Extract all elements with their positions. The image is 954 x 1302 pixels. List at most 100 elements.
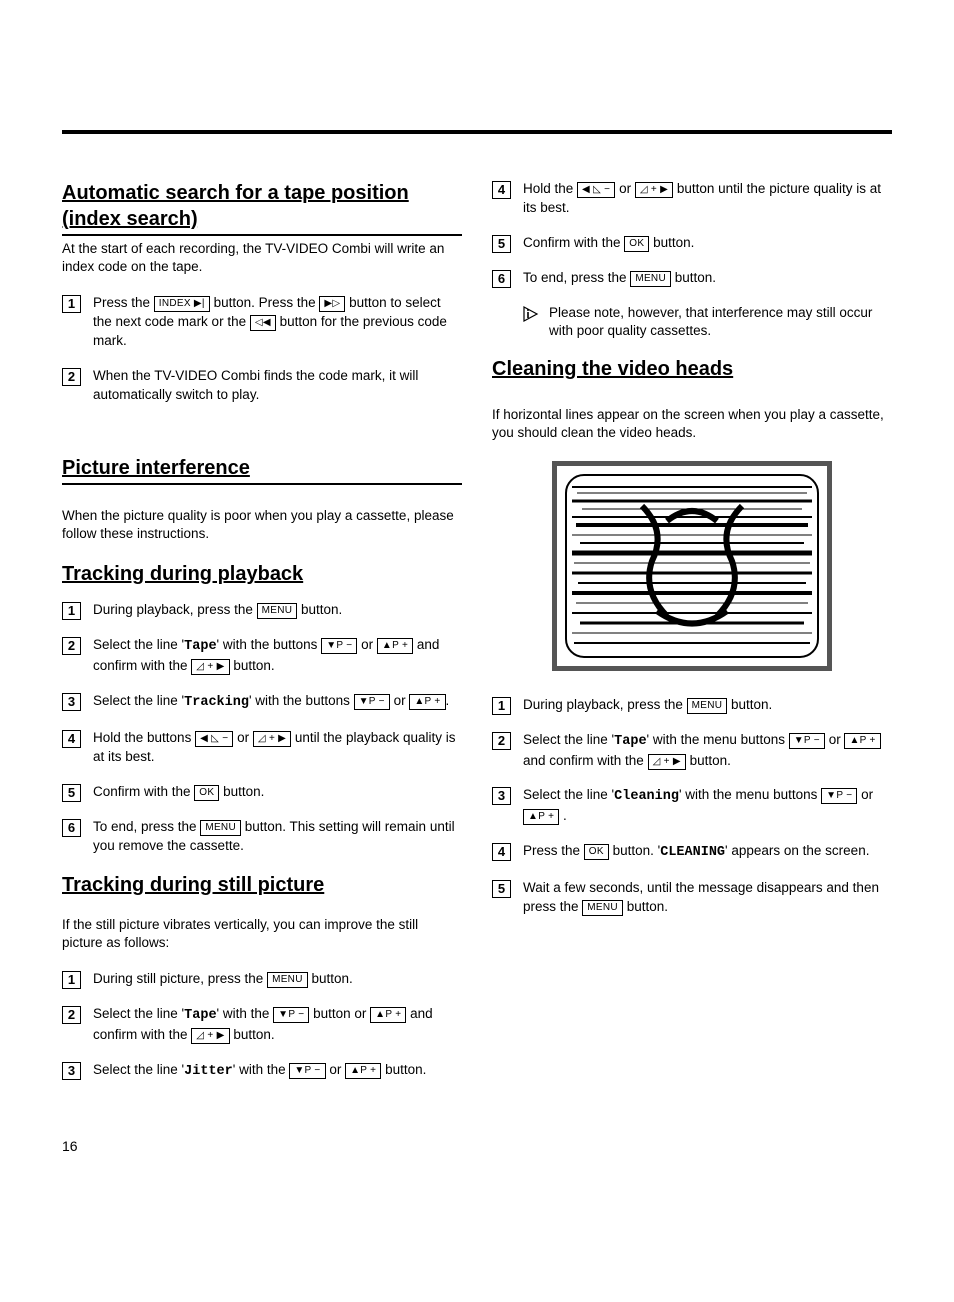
step-text: Hold the buttons ◀ ◺ − or ◿ + ▶ until th…	[93, 729, 462, 767]
steps-jitter: 1 During still picture, press the MENU b…	[62, 970, 462, 1082]
pdown-button-icon: ▼P −	[321, 638, 357, 654]
step-number: 5	[492, 880, 511, 898]
step: 5 Wait a few seconds, until the message …	[492, 879, 892, 917]
pup-button-icon: ▲P +	[844, 733, 880, 749]
step: 3 Select the line 'Jitter' with the ▼P −…	[62, 1061, 462, 1082]
step-number: 4	[492, 843, 511, 861]
step-text: Select the line 'Tape' with the ▼P − but…	[93, 1005, 462, 1045]
step-text: Press the INDEX ▶| button. Press the ▶▷ …	[93, 294, 462, 351]
menu-button-icon: MENU	[267, 972, 308, 988]
interference-screen-illustration	[552, 461, 832, 674]
pdown-button-icon: ▼P −	[354, 694, 390, 710]
index-button-icon: INDEX ▶|	[154, 296, 210, 312]
page: Automatic search for a tape position (in…	[0, 0, 954, 1194]
ok-button-icon: OK	[194, 785, 219, 801]
step: 5 Confirm with the OK button.	[62, 783, 462, 802]
steps-cleaning: 1 During playback, press the MENU button…	[492, 696, 892, 917]
two-column-layout: Automatic search for a tape position (in…	[62, 180, 892, 1098]
step-number: 1	[492, 697, 511, 715]
pup-button-icon: ▲P +	[523, 809, 559, 825]
step: 1 During playback, press the MENU button…	[492, 696, 892, 715]
step-number: 4	[62, 730, 81, 748]
intro-still: If the still picture vibrates vertically…	[62, 916, 462, 952]
step-number: 6	[62, 819, 81, 837]
ffwd-button-icon: ▶▷	[319, 296, 345, 312]
right-button-icon: ◿ + ▶	[253, 731, 291, 747]
top-rule	[62, 130, 892, 134]
heading-tracking-playback: Tracking during playback	[62, 561, 462, 587]
step-text: When the TV-VIDEO Combi finds the code m…	[93, 367, 462, 405]
right-button-icon: ◿ + ▶	[635, 182, 673, 198]
menu-button-icon: MENU	[630, 271, 671, 287]
steps-jitter-continued: 4 Hold the ◀ ◺ − or ◿ + ▶ button until t…	[492, 180, 892, 288]
menu-button-icon: MENU	[200, 820, 241, 836]
step: 4 Hold the ◀ ◺ − or ◿ + ▶ button until t…	[492, 180, 892, 218]
rew-button-icon: ◁◀	[250, 315, 276, 331]
menu-button-icon: MENU	[687, 698, 728, 714]
interference-note: Please note, however, that interference …	[523, 304, 892, 340]
step-text: During still picture, press the MENU but…	[93, 970, 462, 989]
ok-button-icon: OK	[624, 236, 649, 252]
step: 3 Select the line 'Cleaning' with the me…	[492, 786, 892, 826]
step-number: 1	[62, 295, 81, 313]
pup-button-icon: ▲P +	[377, 638, 413, 654]
step-text: Select the line 'Tape' with the menu but…	[523, 731, 892, 771]
pdown-button-icon: ▼P −	[289, 1063, 325, 1079]
step-text: Select the line 'Tracking' with the butt…	[93, 692, 462, 713]
step-number: 2	[62, 368, 81, 386]
step-text: During playback, press the MENU button.	[93, 601, 462, 620]
page-number: 16	[62, 1138, 892, 1154]
menu-button-icon: MENU	[257, 603, 298, 619]
step-text: To end, press the MENU button. This sett…	[93, 818, 462, 856]
step-number: 3	[62, 693, 81, 711]
pdown-button-icon: ▼P −	[789, 733, 825, 749]
step-text: Wait a few seconds, until the message di…	[523, 879, 892, 917]
right-button-icon: ◿ + ▶	[191, 1028, 229, 1044]
step-number: 5	[492, 235, 511, 253]
steps-index: 1 Press the INDEX ▶| button. Press the ▶…	[62, 294, 462, 404]
intro-cleaning: If horizontal lines appear on the screen…	[492, 406, 892, 442]
pdown-button-icon: ▼P −	[821, 788, 857, 804]
pup-button-icon: ▲P +	[370, 1007, 406, 1023]
step-text: Select the line 'Jitter' with the ▼P − o…	[93, 1061, 462, 1082]
step: 2 Select the line 'Tape' with the ▼P − b…	[62, 1005, 462, 1045]
ok-button-icon: OK	[584, 844, 609, 860]
step: 4 Press the OK button. 'CLEANING' appear…	[492, 842, 892, 863]
left-button-icon: ◀ ◺ −	[577, 182, 615, 198]
steps-tracking: 1 During playback, press the MENU button…	[62, 601, 462, 855]
step-text: Confirm with the OK button.	[93, 783, 462, 802]
menu-button-icon: MENU	[582, 900, 623, 916]
step: 1 Press the INDEX ▶| button. Press the ▶…	[62, 294, 462, 351]
pup-button-icon: ▲P +	[345, 1063, 381, 1079]
step: 1 During still picture, press the MENU b…	[62, 970, 462, 989]
info-icon	[523, 305, 541, 323]
step: 4 Hold the buttons ◀ ◺ − or ◿ + ▶ until …	[62, 729, 462, 767]
step-number: 1	[62, 602, 81, 620]
step-text: Hold the ◀ ◺ − or ◿ + ▶ button until the…	[523, 180, 892, 218]
step-number: 3	[62, 1062, 81, 1080]
right-button-icon: ◿ + ▶	[648, 754, 686, 770]
right-button-icon: ◿ + ▶	[191, 659, 229, 675]
step-text: Press the OK button. 'CLEANING' appears …	[523, 842, 892, 863]
intro-index: At the start of each recording, the TV-V…	[62, 240, 462, 276]
left-button-icon: ◀ ◺ −	[195, 731, 233, 747]
step-text: Confirm with the OK button.	[523, 234, 892, 253]
heading-index-search: Automatic search for a tape position (in…	[62, 180, 462, 236]
left-column: Automatic search for a tape position (in…	[62, 180, 462, 1098]
intro-interference: When the picture quality is poor when yo…	[62, 507, 462, 543]
step: 2 Select the line 'Tape' with the menu b…	[492, 731, 892, 771]
step-number: 5	[62, 784, 81, 802]
step-number: 3	[492, 787, 511, 805]
step: 6 To end, press the MENU button.	[492, 269, 892, 288]
heading-cleaning: Cleaning the video heads	[492, 356, 892, 382]
pup-button-icon: ▲P +	[409, 694, 445, 710]
heading-picture-interference: Picture interference	[62, 455, 462, 485]
step-text: During playback, press the MENU button.	[523, 696, 892, 715]
step: 6 To end, press the MENU button. This se…	[62, 818, 462, 856]
step: 2 Select the line 'Tape' with the button…	[62, 636, 462, 676]
step-number: 2	[62, 1006, 81, 1024]
step-text: Select the line 'Tape' with the buttons …	[93, 636, 462, 676]
note-text: Please note, however, that interference …	[549, 304, 892, 340]
step: 1 During playback, press the MENU button…	[62, 601, 462, 620]
step-text: To end, press the MENU button.	[523, 269, 892, 288]
